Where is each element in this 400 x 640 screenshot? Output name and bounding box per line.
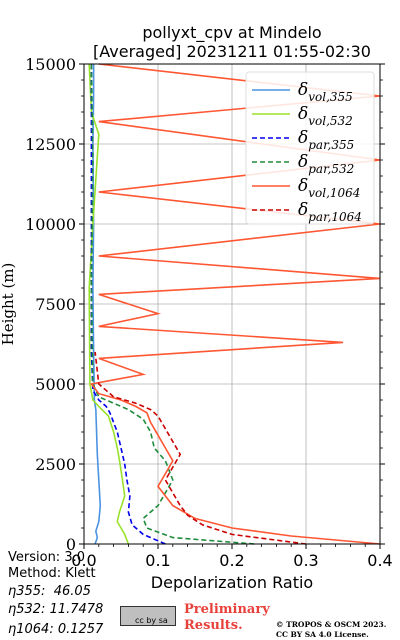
x-tick-label: 0.0 [71,551,96,570]
x-tick-label: 0.4 [367,551,392,570]
legend-label: δvol,532 [298,104,353,128]
preliminary-notice: Preliminary Results. [184,602,270,634]
y-tick-label: 15000 [25,55,76,74]
chart-subtitle: [Averaged] 20231211 01:55-02:30 [93,42,371,61]
y-tick-label: 2500 [35,455,76,474]
cc-badge-text: cc by sa [135,616,168,625]
legend-label: δpar,1064 [298,200,362,224]
legend-label: δvol,355 [298,80,353,104]
series-line-vol-355 [92,64,102,545]
credit-line2: CC BY SA 4.0 License. [276,630,369,639]
y-axis-label: Height (m) [0,263,17,346]
x-axis-label: Depolarization Ratio [151,573,313,592]
eta1064-text: η1064: 0.1257 [8,622,104,637]
credit-line1: © TROPOS & OSCM 2023. [276,620,387,629]
x-tick-label: 0.2 [219,551,244,570]
version-text: Version: 3.0 [8,550,85,565]
series-line-par-1064 [94,351,307,545]
legend-label: δpar,355 [298,128,354,152]
y-tick-label: 10000 [25,215,76,234]
preliminary-line1: Preliminary [184,602,270,617]
x-tick-label: 0.1 [145,551,170,570]
eta355-text: η355: 46.05 [8,584,91,599]
y-tick-label: 7500 [35,295,76,314]
axis-ticks: 0.0 0.1 0.2 0.3 0.4 0 2500 5000 7500 10000 12500 15… [25,55,393,570]
eta532-text: η532: 11.7478 [8,602,104,617]
cc-license-badge: cc by sa [120,606,176,626]
series-line-vol-532 [88,63,130,545]
y-tick-label: 12500 [25,135,76,154]
y-tick-label: 0 [66,535,76,554]
series-line-par-532 [90,63,255,545]
y-tick-label: 5000 [35,375,76,394]
preliminary-line2: Results. [184,618,243,633]
chart-title: pollyxt_cpv at Mindelo [142,23,321,43]
legend-label: δpar,532 [298,152,354,176]
method-text: Method: Klett [8,566,96,581]
legend: δvol,355δvol,532δpar,355δpar,532δvol,106… [245,71,375,225]
x-tick-label: 0.3 [293,551,318,570]
legend-label: δvol,1064 [298,176,360,200]
credits: © TROPOS & OSCM 2023. CC BY SA 4.0 Licen… [276,620,386,640]
